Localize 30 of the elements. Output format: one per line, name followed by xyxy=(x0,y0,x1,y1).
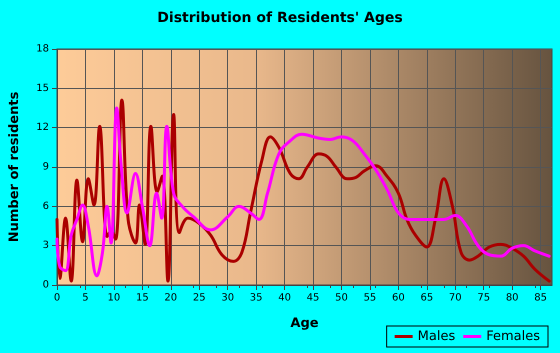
x-tick-label: 75 xyxy=(477,292,490,304)
x-tick-label: 0 xyxy=(54,292,60,304)
x-tick-label: 85 xyxy=(534,292,547,304)
x-tick-label: 60 xyxy=(392,292,405,304)
y-tick-label: 9 xyxy=(42,162,49,172)
x-axis-title: Age xyxy=(290,316,319,331)
x-tick-label: 10 xyxy=(108,292,120,304)
x-tick-label: 20 xyxy=(164,292,178,304)
y-tick-label: 18 xyxy=(36,44,49,54)
legend-label: Females xyxy=(486,329,540,344)
x-tick-label: 30 xyxy=(221,292,234,304)
y-tick-label: 6 xyxy=(42,200,49,212)
y-tick-label: 15 xyxy=(36,82,49,94)
x-tick-label: 80 xyxy=(506,292,519,304)
x-tick-label: 15 xyxy=(136,292,149,304)
x-tick-label: 35 xyxy=(250,292,263,304)
y-axis-title: Number of residents xyxy=(7,91,22,242)
y-tick-label: 0 xyxy=(42,280,49,290)
x-tick-label: 70 xyxy=(448,292,462,304)
x-tick-label: 50 xyxy=(335,292,348,304)
legend-label: Males xyxy=(418,329,456,344)
x-tick-label: 55 xyxy=(364,292,376,304)
x-tick-label: 40 xyxy=(278,292,291,304)
chart-title: Distribution of Residents' Ages xyxy=(157,10,403,26)
x-tick-label: 25 xyxy=(192,292,206,304)
x-tick-label: 45 xyxy=(306,292,320,304)
y-tick-label: 3 xyxy=(42,240,49,252)
x-tick-label: 65 xyxy=(420,292,434,304)
y-tick-label: 12 xyxy=(36,122,49,134)
x-tick-label: 5 xyxy=(82,292,89,304)
